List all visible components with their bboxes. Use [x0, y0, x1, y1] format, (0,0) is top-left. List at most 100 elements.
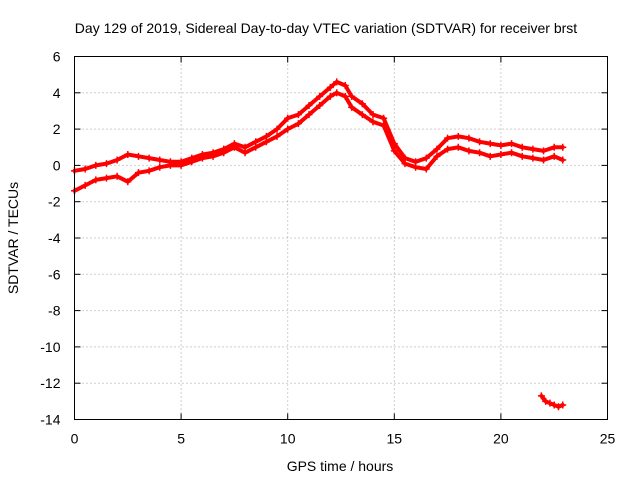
data-point-plus-marker: [369, 111, 377, 119]
data-point-plus-marker: [326, 92, 334, 100]
data-point-plus-marker: [390, 147, 398, 155]
x-tick-label: 20: [493, 431, 509, 447]
data-point-plus-marker: [476, 149, 484, 157]
data-point-plus-marker: [550, 143, 558, 151]
data-point-plus-marker: [124, 178, 132, 186]
data-point-plus-marker: [380, 114, 388, 122]
data-point-plus-marker: [166, 161, 174, 169]
data-point-plus-marker: [454, 132, 462, 140]
y-tick-label: -10: [40, 339, 60, 355]
data-point-plus-marker: [518, 143, 526, 151]
data-point-plus-marker: [241, 149, 249, 157]
data-point-plus-marker: [358, 100, 366, 108]
data-point-plus-marker: [433, 145, 441, 153]
data-point-plus-marker: [305, 102, 313, 110]
data-point-plus-marker: [316, 92, 324, 100]
data-point-plus-marker: [422, 165, 430, 173]
y-tick-label: 6: [53, 49, 61, 65]
y-tick-label: -6: [48, 266, 61, 282]
data-point-plus-marker: [540, 147, 548, 155]
data-point-plus-marker: [454, 143, 462, 151]
data-point-plus-marker: [401, 160, 409, 168]
data-point-plus-marker: [156, 156, 164, 164]
data-point-plus-marker: [284, 114, 292, 122]
data-point-plus-marker: [188, 158, 196, 166]
x-tick-label: 5: [177, 431, 185, 447]
data-point-plus-marker: [333, 89, 341, 97]
x-tick-label: 25: [600, 431, 616, 447]
data-point-plus-marker: [230, 143, 238, 151]
data-point-plus-marker: [497, 151, 505, 159]
data-point-plus-marker: [341, 92, 349, 100]
data-point-plus-marker: [113, 172, 121, 180]
data-point-plus-marker: [305, 111, 313, 119]
data-point-plus-marker: [529, 154, 537, 162]
data-point-plus-marker: [369, 118, 377, 126]
data-point-plus-marker: [198, 154, 206, 162]
data-point-plus-marker: [518, 152, 526, 160]
data-point-plus-marker: [465, 147, 473, 155]
y-tick-label: -8: [48, 303, 61, 319]
data-point-plus-marker: [124, 151, 132, 159]
x-tick-label: 10: [280, 431, 296, 447]
data-point-plus-marker: [540, 156, 548, 164]
data-point-plus-marker: [273, 132, 281, 140]
data-point-plus-marker: [326, 83, 334, 91]
data-point-plus-marker: [554, 403, 562, 411]
chart-title: Day 129 of 2019, Sidereal Day-to-day VTE…: [75, 20, 577, 36]
data-point-plus-marker: [134, 152, 142, 160]
data-point-plus-marker: [422, 154, 430, 162]
ticks: [74, 56, 608, 420]
data-point-plus-marker: [348, 92, 356, 100]
data-point-plus-marker: [209, 152, 217, 160]
data-point-plus-marker: [81, 181, 89, 189]
data-point-plus-marker: [486, 152, 494, 160]
data-point-plus-marker: [81, 165, 89, 173]
x-tick-label: 15: [387, 431, 403, 447]
data-point-plus-marker: [559, 401, 567, 409]
data-point-plus-marker: [444, 145, 452, 153]
y-tick-label: -4: [48, 230, 61, 246]
data-point-plus-marker: [341, 82, 349, 90]
x-tick-label: 0: [71, 431, 79, 447]
y-tick-label: -12: [40, 375, 60, 391]
data-point-plus-marker: [284, 125, 292, 133]
data-point-plus-marker: [316, 102, 324, 110]
data-point-plus-marker: [220, 149, 228, 157]
data-point-plus-marker: [348, 103, 356, 111]
y-tick-label: -14: [40, 412, 60, 428]
data-point-plus-marker: [542, 397, 550, 405]
data-point-plus-marker: [273, 125, 281, 133]
data-point-plus-marker: [380, 121, 388, 129]
data-point-plus-marker: [262, 138, 270, 146]
data-point-plus-marker: [433, 152, 441, 160]
data-point-plus-marker: [102, 160, 110, 168]
data-point-plus-marker: [294, 111, 302, 119]
x-axis-label: GPS time / hours: [287, 458, 394, 474]
data-point-plus-marker: [486, 140, 494, 148]
y-tick-label: 4: [53, 85, 61, 101]
data-point-plus-marker: [497, 141, 505, 149]
data-point-plus-marker: [252, 143, 260, 151]
data-point-plus-marker: [537, 392, 545, 400]
y-tick-label: 2: [53, 121, 61, 137]
data-point-plus-marker: [177, 161, 185, 169]
tick-labels: 0 5 10 15 20 25 -14 -12 -10 -8 -6 -4 -2 0 2 4 6: [40, 49, 615, 447]
data-points: [71, 78, 567, 411]
data-point-plus-marker: [113, 156, 121, 164]
data-point-plus-marker: [134, 169, 142, 177]
data-point-plus-marker: [145, 154, 153, 162]
data-point-plus-marker: [546, 399, 554, 407]
y-tick-label: -2: [48, 194, 61, 210]
data-point-plus-marker: [102, 174, 110, 182]
data-point-plus-marker: [529, 145, 537, 153]
data-point-plus-marker: [476, 138, 484, 146]
data-point-plus-marker: [444, 134, 452, 142]
y-axis-label: SDTVAR / TECUs: [5, 182, 21, 294]
data-point-plus-marker: [145, 167, 153, 175]
data-point-plus-marker: [92, 161, 100, 169]
data-point-plus-marker: [559, 156, 567, 164]
data-point-plus-marker: [550, 401, 558, 409]
